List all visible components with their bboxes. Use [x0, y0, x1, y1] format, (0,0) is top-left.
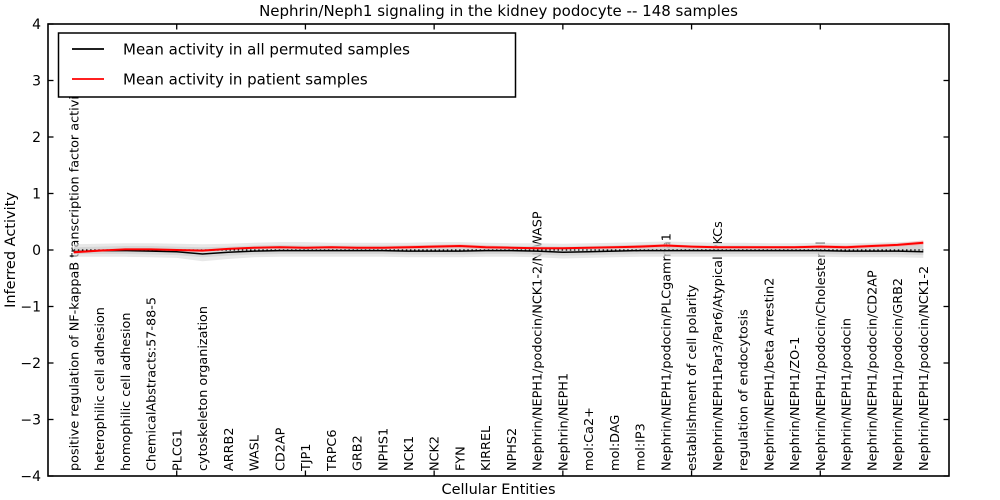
y-tick-label: −3	[20, 412, 41, 428]
entity-tick-labels: positive regulation of NF-kappaB transcr…	[67, 83, 932, 472]
entity-label: Nephrin/NEPH1/podocin	[840, 318, 855, 471]
entity-label: TJP1	[299, 444, 314, 472]
legend: Mean activity in all permuted samples Me…	[57, 32, 517, 98]
entity-label: GRB2	[351, 435, 366, 471]
entity-label: positive regulation of NF-kappaB transcr…	[67, 83, 82, 471]
entity-label: Nephrin/NEPH1/podocin/Cholesterol	[814, 241, 829, 471]
entity-label: Nephrin/NEPH1/podocin/GRB2	[891, 278, 906, 471]
entity-label: NPHS1	[376, 428, 391, 471]
y-tick-label: −2	[20, 356, 41, 372]
entity-label: CD2AP	[273, 427, 288, 471]
series-lines	[73, 241, 924, 255]
y-tick-label: −1	[20, 299, 41, 315]
y-tick-labels: 4 3 2 1 0 −1 −2 −3 −4	[20, 17, 41, 485]
entity-label: Nephrin/NEPH1Par3/Par6/Atypical PKCs	[711, 221, 726, 471]
entity-label: homophilic cell adhesion	[119, 313, 134, 471]
entity-label: cytoskeleton organization	[196, 306, 211, 471]
legend-box	[57, 32, 517, 98]
entity-label: Nephrin/NEPH1/podocin/NCK1-2	[917, 266, 932, 471]
chart-title: Nephrin/Neph1 signaling in the kidney po…	[259, 2, 738, 20]
y-tick-label: 3	[32, 73, 41, 89]
entity-label: mol:IP3	[634, 423, 649, 471]
entity-label: Nephrin/NEPH1/podocin/CD2AP	[865, 270, 880, 471]
series-line-1	[73, 241, 924, 254]
entity-label: NCK1	[402, 436, 417, 471]
entity-label: Nephrin/NEPH1/podocin/NCK1-2/N-WASP	[531, 211, 546, 471]
entity-label: regulation of endocytosis	[737, 309, 752, 471]
entity-label: KIRREL	[479, 425, 494, 471]
legend-label-patient: Mean activity in patient samples	[123, 71, 368, 89]
entity-label: Nephrin/NEPH1/beta Arrestin2	[762, 278, 777, 471]
y-tick-label: 2	[32, 130, 41, 146]
y-tick-label: 4	[32, 17, 41, 33]
entity-label: WASL	[248, 434, 263, 471]
entity-label: Nephrin/NEPH1/podocin/PLCgamma1	[659, 233, 674, 471]
legend-label-permuted: Mean activity in all permuted samples	[123, 41, 410, 59]
y-axis-label: Inferred Activity	[3, 192, 19, 308]
y-tick-label: 1	[32, 186, 41, 202]
plot-frame	[47, 23, 950, 477]
entity-label: TRPC6	[325, 429, 340, 472]
entity-label: mol:Ca2+	[582, 407, 597, 471]
entity-label: Nephrin/NEPH1/ZO-1	[788, 337, 803, 471]
y-tick-label: −4	[20, 469, 41, 485]
entity-label: mol:DAG	[608, 415, 623, 471]
entity-label: ARRB2	[222, 428, 237, 471]
entity-label: PLCG1	[170, 429, 185, 471]
entity-label: FYN	[454, 446, 469, 471]
y-tick-label: 0	[32, 243, 41, 259]
entity-label: NPHS2	[505, 428, 520, 471]
entity-label: heterophilic cell adhesion	[93, 307, 108, 471]
entity-label: Nephrin/NEPH1	[557, 373, 572, 471]
entity-label: establishment of cell polarity	[685, 284, 700, 471]
entity-label: ChemicalAbstracts:57-88-5	[145, 297, 160, 471]
entity-label: NCK2	[428, 436, 443, 471]
x-axis-label: Cellular Entities	[441, 482, 555, 498]
series-line-0	[73, 249, 924, 255]
